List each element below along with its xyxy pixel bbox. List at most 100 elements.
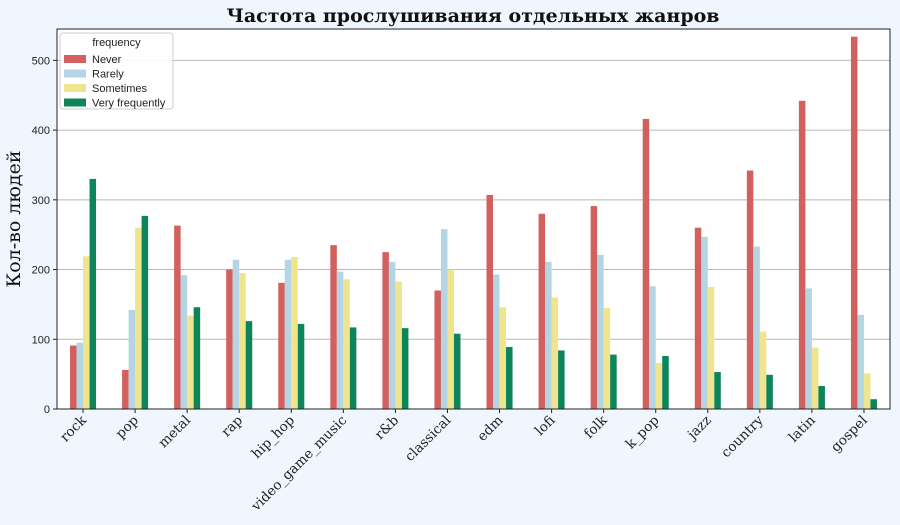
bar — [395, 281, 402, 409]
bar — [805, 288, 812, 409]
y-tick-label: 200 — [32, 265, 50, 277]
legend-swatch — [64, 69, 86, 78]
bar — [759, 331, 767, 409]
bar — [707, 286, 715, 409]
bar — [388, 261, 396, 409]
bar — [746, 170, 754, 409]
bar — [558, 350, 565, 409]
bar — [187, 315, 194, 409]
bar — [811, 347, 819, 409]
bar — [798, 100, 806, 409]
x-tick-label: hip_hop — [249, 413, 298, 462]
bar — [486, 194, 494, 409]
legend-label: Never — [92, 54, 122, 66]
bar — [135, 227, 142, 409]
x-tick-label: country — [718, 412, 767, 461]
bar — [174, 225, 181, 409]
bar — [499, 307, 507, 409]
x-tick-label: gospel — [828, 413, 871, 456]
bar — [434, 290, 441, 409]
bar — [714, 372, 721, 409]
bar — [870, 399, 877, 409]
x-tick-label: latin — [786, 412, 819, 445]
bar — [493, 274, 500, 409]
legend-label: Very frequently — [92, 98, 166, 110]
bars — [70, 36, 877, 410]
bar — [694, 227, 702, 409]
bar — [232, 259, 240, 409]
bar — [343, 279, 350, 409]
legend-title: frequency — [92, 37, 141, 49]
bar — [291, 257, 298, 409]
bar — [76, 342, 84, 409]
bar — [70, 345, 77, 409]
bar — [850, 36, 858, 409]
bar — [297, 323, 305, 409]
bar — [128, 309, 136, 409]
x-tick-label: edm — [474, 412, 506, 444]
bar — [440, 229, 448, 409]
legend-swatch — [64, 98, 86, 107]
legend-label: Rarely — [92, 69, 124, 81]
y-tick-label: 0 — [44, 404, 50, 416]
bar — [453, 333, 461, 409]
bar — [284, 259, 292, 409]
bar — [603, 307, 611, 409]
x-tick-label: video_game_music — [248, 413, 351, 516]
plot-frame — [56, 28, 891, 410]
chart-title: Частота прослушивания отдельных жанров — [227, 5, 720, 27]
bar — [401, 328, 409, 409]
x-tick-label: lofi — [532, 413, 558, 439]
bar — [336, 271, 344, 409]
x-tick-label: rock — [57, 412, 90, 445]
x-tick-label: metal — [155, 413, 194, 452]
bar — [141, 215, 149, 409]
bar — [278, 282, 285, 409]
legend-box — [59, 32, 174, 110]
bar — [610, 354, 617, 409]
bar — [506, 346, 513, 409]
bar — [538, 213, 546, 409]
legend-swatch — [64, 84, 86, 92]
y-axis-label: Кол-во людей — [3, 150, 25, 287]
bar — [753, 246, 760, 409]
bar — [245, 321, 253, 409]
y-tick-label: 100 — [32, 334, 50, 346]
bar — [655, 362, 663, 409]
x-tick-label: r&b — [372, 413, 402, 443]
bar — [649, 286, 656, 409]
bar — [551, 297, 559, 409]
bar — [863, 373, 871, 409]
bar — [180, 275, 188, 409]
bar — [590, 206, 598, 409]
bar — [193, 307, 201, 409]
bar — [89, 178, 97, 409]
bar — [239, 273, 246, 409]
bar — [226, 269, 233, 409]
bar — [642, 118, 650, 410]
bar — [83, 256, 90, 409]
x-tick-label: pop — [113, 413, 142, 442]
y-tick-label: 400 — [32, 125, 50, 137]
bar — [349, 327, 357, 409]
y-axis-ticks: 0 100 200 300 400 500 — [32, 55, 57, 416]
bar — [766, 374, 773, 409]
x-tick-label: classical — [402, 413, 454, 465]
bar — [447, 269, 454, 409]
legend: frequency Never Rarely Sometimes Very freque… — [59, 32, 174, 110]
legend-swatch — [64, 55, 86, 63]
bar — [857, 314, 864, 409]
bar — [382, 252, 389, 409]
bar — [545, 261, 552, 409]
x-tick-label: k_pop — [623, 413, 663, 453]
bar — [330, 245, 337, 409]
x-tick-label: folk — [581, 412, 611, 442]
x-tick-label: rap — [218, 413, 246, 441]
y-tick-label: 300 — [32, 195, 50, 207]
y-tick-label: 500 — [32, 55, 50, 67]
bar — [597, 254, 604, 409]
bar — [701, 236, 708, 409]
